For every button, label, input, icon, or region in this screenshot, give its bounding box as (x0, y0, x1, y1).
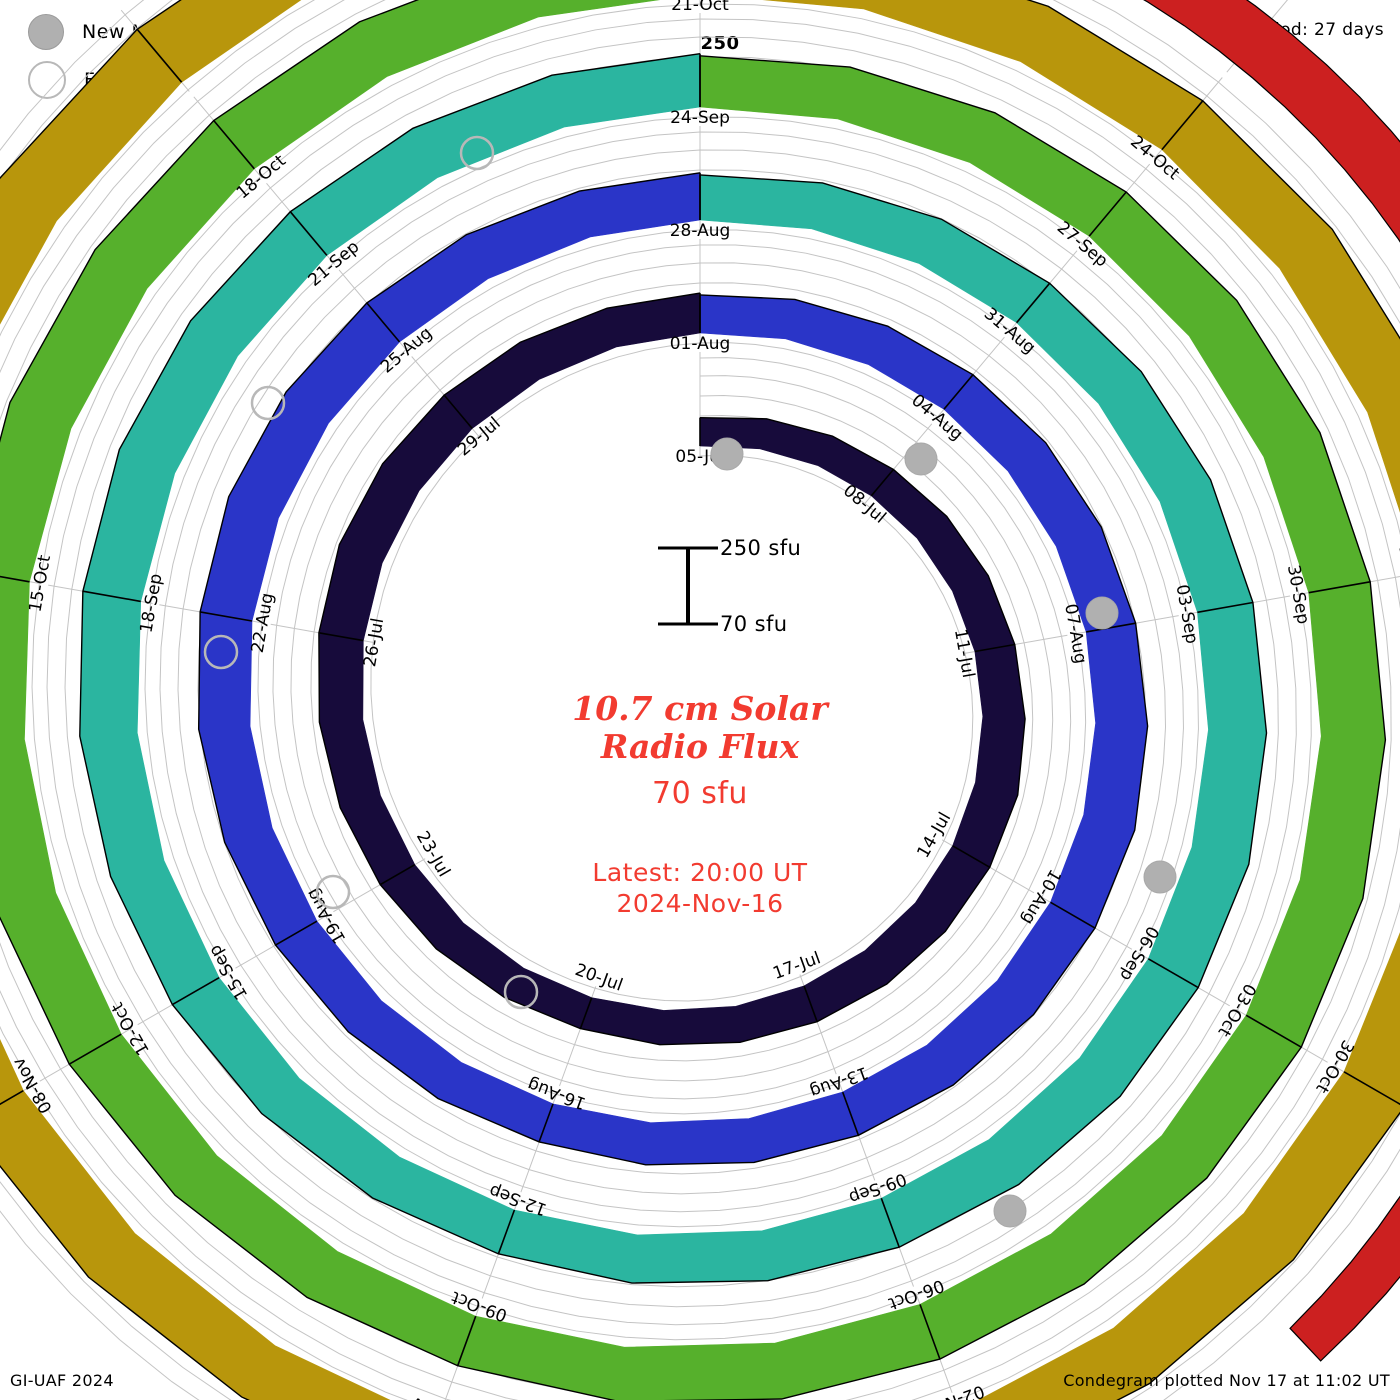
date-label: 28-Aug (670, 221, 731, 241)
center-annotation: 250 sfu 70 sfu 10.7 cm Solar Radio Flux … (430, 530, 970, 919)
new-moon-icon (28, 14, 64, 50)
new-moon-marker (710, 437, 744, 471)
full-moon-marker (459, 135, 495, 171)
footer-credit: GI-UAF 2024 (10, 1371, 114, 1390)
date-label: 24-Sep (670, 108, 730, 128)
moon-phase-markers (203, 135, 1177, 1228)
date-label: 05-Nov (409, 1392, 473, 1400)
chart-title-line1: 10.7 cm Solar (572, 689, 828, 728)
full-moon-marker (203, 634, 239, 670)
latest-date: 2024-Nov-16 (616, 889, 784, 918)
latest-observation: Latest: 20:00 UT 2024-Nov-16 (430, 857, 970, 919)
date-label: 02-Nov (923, 1380, 987, 1400)
full-moon-marker (250, 385, 286, 421)
scale-label-max: 250 sfu (720, 536, 802, 560)
scale-label-min: 70 sfu (720, 612, 788, 636)
scale-bar-graphic (658, 546, 718, 626)
new-moon-marker (1085, 596, 1119, 630)
new-moon-marker (993, 1194, 1027, 1228)
scale-bar: 250 sfu 70 sfu (430, 530, 970, 640)
date-label: 21-Oct (671, 0, 729, 15)
radial-tick-250: 250 (700, 33, 740, 54)
full-moon-marker (315, 874, 351, 910)
new-moon-marker (1143, 860, 1177, 894)
date-label: 20-Jul (572, 960, 625, 996)
new-moon-marker (904, 442, 938, 476)
spiral-band-latest (1143, 0, 1400, 1362)
date-label: 17-Jul (770, 948, 823, 984)
chart-title: 10.7 cm Solar Radio Flux (430, 690, 970, 766)
chart-title-line2: Radio Flux (600, 727, 800, 766)
footer-plot-time: Condegram plotted Nov 17 at 11:02 UT (1063, 1371, 1390, 1390)
latest-time: Latest: 20:00 UT (592, 858, 808, 887)
date-label: 01-Aug (670, 334, 731, 354)
full-moon-marker (503, 974, 539, 1010)
current-flux-value: 70 sfu (652, 776, 748, 811)
